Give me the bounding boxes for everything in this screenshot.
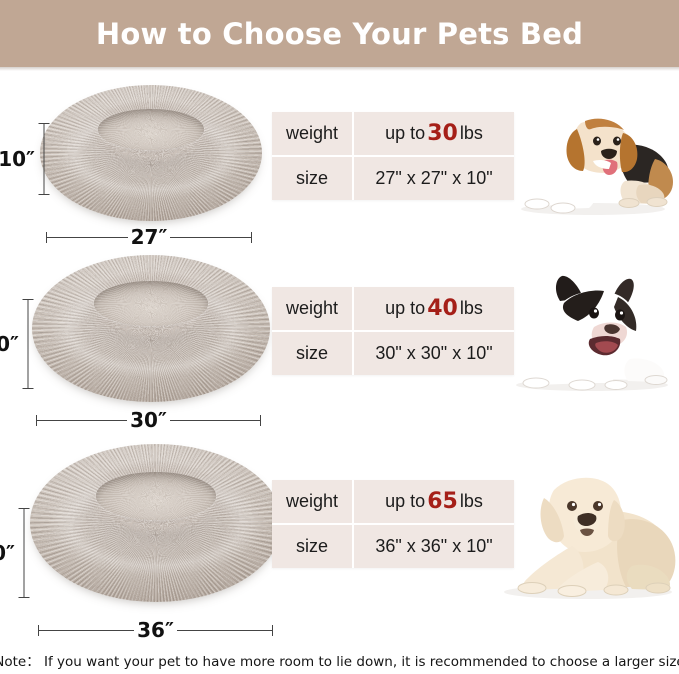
size-value: 36" x 36" x 10": [375, 536, 493, 556]
weight-value: up to 30 lbs: [354, 112, 514, 155]
dimension-cap-right: [260, 414, 261, 426]
bed-body: [40, 85, 262, 221]
plush-donut-pet-bed-small: [40, 85, 262, 221]
dimension-cap-right: [251, 231, 252, 243]
dimension-width-label: 36″: [137, 618, 174, 642]
dimension-line-right: [176, 629, 272, 631]
weight-value: up to 65 lbs: [354, 480, 514, 523]
plush-donut-pet-bed-large: [30, 444, 282, 602]
weight-unit: lbs: [459, 298, 483, 318]
weight-number: 30: [427, 121, 458, 146]
dimension-cap-top: [38, 123, 50, 124]
dimension-width-label: 27″: [130, 225, 168, 249]
dimension-line: [43, 123, 45, 195]
dimension-width-medium: 30″: [36, 408, 261, 432]
page-header: How to Choose Your Pets Bed: [0, 0, 679, 67]
dimension-line: [27, 299, 29, 389]
french-bulldog-photo: [500, 255, 676, 393]
weight-value: up to 40 lbs: [354, 287, 514, 330]
note-text: Note： If you want your pet to have more …: [0, 654, 679, 670]
bed-center-fur-texture: [95, 472, 217, 520]
weight-prefix: up to: [385, 491, 426, 511]
weight-unit: lbs: [459, 491, 483, 511]
header-shadow: [0, 67, 679, 71]
weight-unit: lbs: [459, 123, 483, 143]
dimension-height-label: 10″: [0, 541, 15, 565]
product-row-medium: 10″ 30″ weight up to 40 lbs size 30" x 3…: [0, 247, 679, 437]
dimension-width-large: 36″: [38, 618, 273, 642]
product-row-large: 10″ 36″ weight up to 65 lbs size 36" x 3…: [0, 438, 679, 643]
bed-fur-texture: [30, 444, 282, 602]
bed-body: [30, 444, 282, 602]
plush-donut-pet-bed-medium: [32, 255, 270, 402]
size-label: size: [272, 332, 354, 375]
dimension-cap-top: [22, 299, 34, 300]
weight-label: weight: [272, 480, 354, 523]
dimension-height-small: 10″: [0, 123, 50, 195]
dimension-line-left: [37, 419, 128, 421]
bed-center-cushion: [93, 281, 209, 326]
dimension-line-left: [39, 629, 135, 631]
labrador-retriever-photo: [492, 450, 679, 600]
dimension-height-medium: 10″: [0, 299, 34, 389]
dimension-height-large: 10″: [0, 508, 30, 598]
dimension-cap-left: [38, 624, 39, 636]
bed-fur-texture-overlay: [30, 444, 282, 602]
spec-table-small: weight up to 30 lbs size 27" x 27" x 10": [272, 112, 514, 200]
weight-number: 65: [427, 489, 458, 514]
dimension-line-left: [47, 236, 128, 238]
size-value: 30" x 30" x 10": [375, 343, 493, 363]
bed-center-fur-texture: [97, 109, 205, 151]
weight-number: 40: [427, 296, 458, 321]
weight-prefix: up to: [385, 123, 426, 143]
dimension-cap-left: [46, 231, 47, 243]
weight-prefix: up to: [385, 298, 426, 318]
dimension-cap-left: [36, 414, 37, 426]
size-label: size: [272, 525, 354, 568]
dimension-width-small: 27″: [46, 225, 252, 249]
dimension-cap-right: [272, 624, 273, 636]
weight-label: weight: [272, 112, 354, 155]
dimension-cap-bottom: [38, 194, 50, 195]
spec-table-medium: weight up to 40 lbs size 30" x 30" x 10": [272, 287, 514, 375]
table-row-weight: weight up to 30 lbs: [272, 112, 514, 155]
dimension-line-right: [170, 236, 251, 238]
dimension-cap-bottom: [22, 388, 34, 389]
table-row-size: size 36" x 36" x 10": [272, 523, 514, 568]
weight-label: weight: [272, 287, 354, 330]
dimension-height-label: 10″: [0, 147, 35, 171]
bed-fur-texture: [32, 255, 270, 402]
bed-center-fur-texture: [93, 281, 209, 326]
dimension-line: [23, 508, 25, 598]
dimension-height-label: 10″: [0, 332, 19, 356]
table-row-weight: weight up to 40 lbs: [272, 287, 514, 330]
bed-fur-texture-overlay: [40, 85, 262, 221]
size-label: size: [272, 157, 354, 200]
bed-fur-texture: [40, 85, 262, 221]
table-row-size: size 27" x 27" x 10": [272, 155, 514, 200]
note-bar: Note： If you want your pet to have more …: [0, 646, 679, 674]
bed-fur-texture-overlay: [32, 255, 270, 402]
table-row-size: size 30" x 30" x 10": [272, 330, 514, 375]
dimension-line-right: [169, 419, 260, 421]
product-row-small: 10″ 27″ weight up to 30 lbs size 27" x 2…: [0, 71, 679, 249]
table-row-weight: weight up to 65 lbs: [272, 480, 514, 523]
bed-body: [32, 255, 270, 402]
dimension-cap-bottom: [18, 597, 30, 598]
bed-center-cushion: [97, 109, 205, 151]
dimension-cap-top: [18, 508, 30, 509]
size-value: 27" x 27" x 10": [375, 168, 493, 188]
bed-center-cushion: [95, 472, 217, 520]
beagle-photo: [505, 89, 677, 217]
page-title: How to Choose Your Pets Bed: [95, 16, 584, 51]
dimension-width-label: 30″: [130, 408, 167, 432]
spec-table-large: weight up to 65 lbs size 36" x 36" x 10": [272, 480, 514, 568]
